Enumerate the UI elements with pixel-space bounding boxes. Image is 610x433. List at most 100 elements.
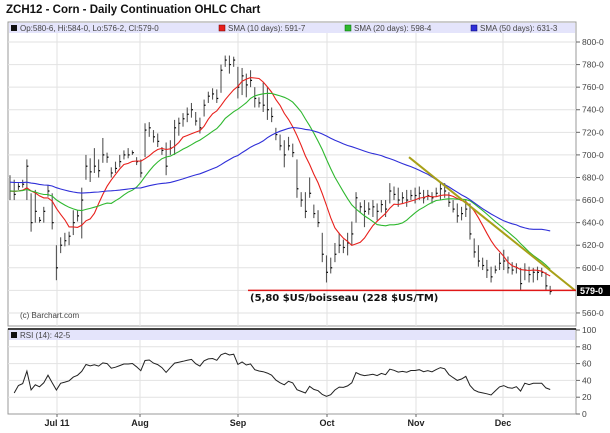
ohlc-bar <box>144 123 147 158</box>
ohlc-bar <box>72 210 75 236</box>
ohlc-bar <box>119 154 122 168</box>
y-tick-label: 780-0 <box>582 60 604 70</box>
y-tick-label: 640-0 <box>582 218 604 228</box>
ohlc-bar <box>355 192 358 223</box>
rsi-tick-label: 100 <box>582 325 596 335</box>
ohlc-bar <box>498 253 502 271</box>
price-axis: 800-0 780-0 760-0 740-0 720-0 700-0 680-0 660-0… <box>576 37 604 318</box>
rsi-tick-label: 60 <box>582 359 592 369</box>
y-tick-label: 560-0 <box>582 308 604 318</box>
ohlc-bar <box>363 200 366 228</box>
ohlc-bar <box>17 183 20 190</box>
ohlc-bar <box>414 187 417 204</box>
ohlc-bar <box>271 107 274 123</box>
ohlc-bar <box>486 259 489 278</box>
ohlc-bar <box>228 55 231 74</box>
credit-text: (c) Barchart.com <box>20 311 79 320</box>
ohlc-bar <box>26 159 29 201</box>
ohlc-bar <box>30 193 33 232</box>
ohlc-bar <box>254 87 257 108</box>
y-tick-label: 720-0 <box>582 127 604 137</box>
ohlc-bar <box>296 159 299 198</box>
ohlc-bar <box>178 117 181 136</box>
ohlc-bar <box>330 257 333 274</box>
ohlc-bar <box>55 245 58 281</box>
ohlc-bar <box>216 89 219 103</box>
ohlc-bar <box>203 99 206 117</box>
ohlc-bar <box>34 189 37 223</box>
price-bars <box>9 55 552 295</box>
ohlc-bar <box>460 206 464 221</box>
ohlc-bar <box>182 113 185 127</box>
ohlc-bar <box>317 210 320 228</box>
y-tick-label: 680-0 <box>582 172 604 182</box>
sma20-legend-text: SMA (20 days): 598-4 <box>354 24 432 33</box>
ohlc-bar <box>275 127 278 141</box>
ohlc-bar <box>89 158 92 182</box>
ohlc-bar <box>64 232 67 247</box>
ohlc-bar <box>401 192 404 204</box>
rsi-tick-label: 80 <box>582 342 592 352</box>
last-price-box <box>577 285 610 296</box>
y-tick-label: 620-0 <box>582 240 604 250</box>
x-tick-label: Dec <box>495 418 512 428</box>
ohlc-bar <box>292 143 295 158</box>
ohlc-bar <box>283 140 286 168</box>
rsi-panel <box>7 328 577 415</box>
rsi-tick-label: 40 <box>582 375 592 385</box>
ohlc-bar <box>473 238 476 258</box>
ohlc-bar <box>300 192 303 207</box>
rsi-line-group <box>13 352 551 397</box>
ohlc-bar <box>536 266 539 281</box>
ohlc-bar <box>389 183 392 204</box>
ohlc-bar <box>68 231 71 246</box>
sma10-legend-text: SMA (10 days): 591-7 <box>228 24 306 33</box>
ohlc-legend-swatch <box>11 25 17 31</box>
ohlc-bar <box>110 167 113 178</box>
rsi-tick-label: 0 <box>582 409 587 419</box>
ohlc-bar <box>503 249 506 271</box>
ohlc-bar <box>507 256 510 274</box>
ohlc-bar <box>249 70 253 88</box>
ohlc-bar <box>435 187 438 197</box>
ohlc-bar <box>351 221 354 246</box>
chart-title: ZCH12 - Corn - Daily Continuation OHLC C… <box>6 4 261 16</box>
last-price-label: 579-0 <box>580 286 603 296</box>
ohlc-bar <box>114 161 117 173</box>
ohlc-bar <box>186 107 189 123</box>
ohlc-bar <box>410 189 413 201</box>
ohlc-bar <box>212 88 215 100</box>
sma-lines <box>9 77 576 292</box>
rsi-grid <box>8 340 576 414</box>
ohlc-bar <box>406 189 409 207</box>
rsi-legend-bar <box>9 330 575 340</box>
ohlc-bar <box>368 202 371 215</box>
ohlc-bar <box>38 216 42 223</box>
ohlc-bar <box>321 232 324 263</box>
ohlc-bar <box>76 210 80 222</box>
ohlc-bar <box>287 136 291 151</box>
ohlc-bar <box>22 179 25 188</box>
ohlc-bar <box>43 206 46 223</box>
x-tick-label: Oct <box>319 418 334 428</box>
sma50-line <box>9 126 551 232</box>
ohlc-bar <box>309 177 312 198</box>
ohlc-bar <box>224 55 227 67</box>
y-tick-label: 740-0 <box>582 105 604 115</box>
ohlc-bar <box>152 130 155 143</box>
ohlc-bar <box>102 137 105 163</box>
x-tick-label: Nov <box>407 418 424 428</box>
ohlc-bar <box>338 232 341 254</box>
ohlc-bar <box>452 200 455 213</box>
ohlc-bar <box>85 154 88 180</box>
ohlc-bar <box>279 134 282 151</box>
ohlc-bar <box>325 255 328 283</box>
ohlc-bar <box>258 97 261 108</box>
ohlc-bar <box>157 133 160 147</box>
ohlc-bar <box>359 202 362 213</box>
ohlc-bar <box>427 189 430 201</box>
ohlc-bar <box>545 272 548 291</box>
ohlc-bar <box>520 267 523 291</box>
date-axis: Jul 11 Aug Sep Oct Nov Dec <box>44 414 511 428</box>
